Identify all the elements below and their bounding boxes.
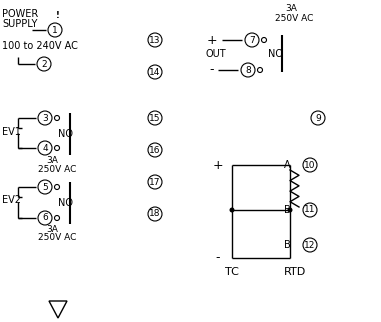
Text: OUT: OUT [205,49,226,59]
Text: NO: NO [58,129,73,139]
Text: 7: 7 [249,35,255,44]
Text: 250V AC: 250V AC [38,233,76,242]
Text: +: + [213,158,223,172]
Text: 3A: 3A [46,224,58,233]
Text: 14: 14 [149,68,161,77]
Text: NO: NO [58,198,73,208]
Text: 1: 1 [52,25,58,34]
Text: -: - [210,63,214,77]
Text: 3A: 3A [46,156,58,165]
Circle shape [229,207,234,213]
Text: +: + [207,33,217,46]
Text: -: - [216,251,220,264]
Text: TC: TC [225,267,239,277]
Text: 5: 5 [42,183,48,192]
Text: EV2: EV2 [2,195,21,205]
Text: 17: 17 [149,177,161,186]
Text: B: B [284,240,291,250]
Text: 250V AC: 250V AC [38,165,76,174]
Text: 12: 12 [304,241,316,250]
Text: 4: 4 [42,144,48,153]
Text: 15: 15 [149,113,161,122]
Text: 9: 9 [315,113,321,122]
Text: 16: 16 [149,146,161,155]
Text: 250V AC: 250V AC [275,14,314,23]
Text: A: A [284,160,291,170]
Text: 18: 18 [149,210,161,219]
Text: RTD: RTD [284,267,306,277]
Text: 10: 10 [304,160,316,169]
Text: 6: 6 [42,213,48,223]
Text: 11: 11 [304,205,316,214]
Text: 8: 8 [245,65,251,74]
Text: 2: 2 [41,60,47,69]
Text: SUPPLY: SUPPLY [2,19,37,29]
Text: 3A: 3A [285,4,297,13]
Text: B: B [284,205,291,215]
Text: EV1: EV1 [2,127,21,137]
Text: NO: NO [268,49,283,59]
Text: POWER: POWER [2,9,38,19]
Text: 100 to 240V AC: 100 to 240V AC [2,41,78,51]
Text: !: ! [56,11,60,20]
Circle shape [288,207,293,213]
Text: 3: 3 [42,113,48,122]
Text: 13: 13 [149,35,161,44]
